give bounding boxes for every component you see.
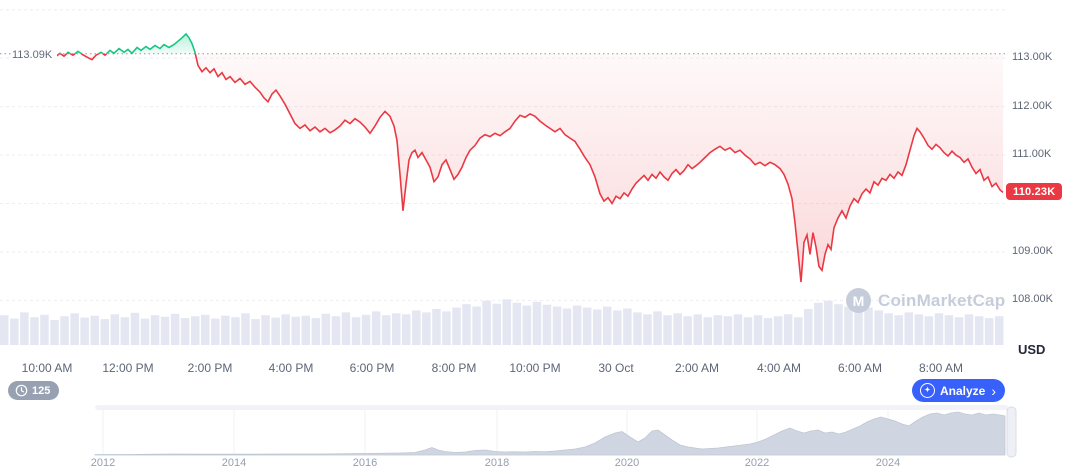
- x-axis-label: 2:00 PM: [187, 361, 233, 375]
- chevron-right-icon: ›: [991, 382, 996, 399]
- analyze-label: Analyze: [939, 383, 986, 398]
- y-axis-label: 109.00K: [1012, 245, 1053, 257]
- analyze-button[interactable]: ✦ Analyze ›: [911, 379, 1005, 402]
- x-axis-label: 10:00 AM: [21, 361, 73, 375]
- x-axis-label: 30 Oct: [598, 361, 634, 375]
- x-axis-label: 6:00 PM: [349, 361, 395, 375]
- currency-label: USD: [1018, 342, 1046, 357]
- current-price-badge: 110.23K: [1006, 183, 1063, 200]
- minimap-year-label: 2018: [485, 457, 509, 469]
- y-axis: 113.00K 112.00K 111.00K 109.00K 108.00K: [1012, 0, 1070, 345]
- volume-bars: [0, 299, 1004, 345]
- x-axis-label: 4:00 AM: [756, 361, 802, 375]
- price-chart-canvas[interactable]: [0, 0, 1072, 345]
- timeline-minimap[interactable]: 2012 2014 2016 2018 2020 2022 2024: [0, 405, 1072, 470]
- sparkle-icon: ✦: [919, 383, 935, 398]
- x-axis: 10:00 AM 12:00 PM 2:00 PM 4:00 PM 6:00 PM 8:0…: [0, 361, 1005, 377]
- x-axis-label: 8:00 PM: [431, 361, 477, 375]
- history-count: 125: [32, 384, 51, 397]
- y-axis-label: 113.00K: [1012, 51, 1053, 63]
- price-chart[interactable]: 113.09K 113.00K 112.00K 111.00K 109.00K 108.…: [0, 0, 1072, 345]
- y-axis-label: 108.00K: [1012, 293, 1053, 305]
- minimap-year-label: 2012: [91, 457, 115, 469]
- minimap-scrollbar[interactable]: [1006, 406, 1017, 458]
- price-line-down: [54, 53, 1004, 283]
- clock-icon: [15, 384, 28, 397]
- minimap-year-label: 2016: [353, 457, 377, 469]
- y-axis-label: 112.00K: [1012, 100, 1053, 112]
- price-area-down: [55, 53, 1003, 282]
- minimap-year-label: 2020: [615, 457, 639, 469]
- x-axis-label: 4:00 PM: [268, 361, 314, 375]
- x-axis-label: 8:00 AM: [918, 361, 964, 375]
- x-axis-label: 12:00 PM: [102, 361, 154, 375]
- x-axis-label: 10:00 PM: [509, 361, 561, 375]
- history-count-badge[interactable]: 125: [8, 381, 60, 400]
- minimap-year-label: 2022: [745, 457, 769, 469]
- minimap-area[interactable]: [94, 411, 1006, 456]
- x-axis-label: 6:00 AM: [837, 361, 883, 375]
- y-axis-label: 111.00K: [1012, 148, 1052, 160]
- minimap-year-label: 2024: [876, 457, 900, 469]
- minimap-year-label: 2014: [222, 457, 246, 469]
- price-area-up: [59, 33, 196, 54]
- minimap-scroll-track[interactable]: [95, 405, 1008, 410]
- baseline-price-label: 113.09K: [12, 48, 58, 62]
- x-axis-label: 2:00 AM: [674, 361, 720, 375]
